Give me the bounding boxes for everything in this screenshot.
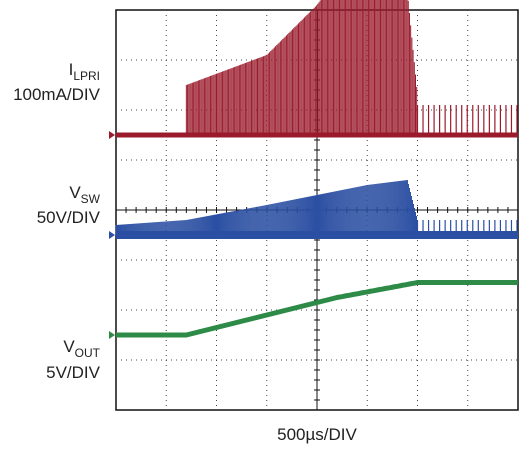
- ch2-label: VSW: [69, 183, 100, 206]
- vsw-marker: [109, 231, 115, 239]
- ch1-scale: 100mA/DIV: [13, 85, 101, 104]
- vout-marker: [109, 331, 115, 339]
- ch3-scale: 5V/DIV: [46, 363, 101, 382]
- timebase-label: 500µs/DIV: [277, 425, 357, 444]
- ch1-label: ILPRI: [69, 60, 100, 83]
- vout-trace: [116, 280, 518, 338]
- ilpri-marker: [109, 131, 115, 139]
- traces: [115, 0, 518, 338]
- channel-markers: [109, 131, 115, 339]
- ch2-scale: 50V/DIV: [37, 208, 101, 227]
- ch3-label: VOUT: [63, 337, 100, 360]
